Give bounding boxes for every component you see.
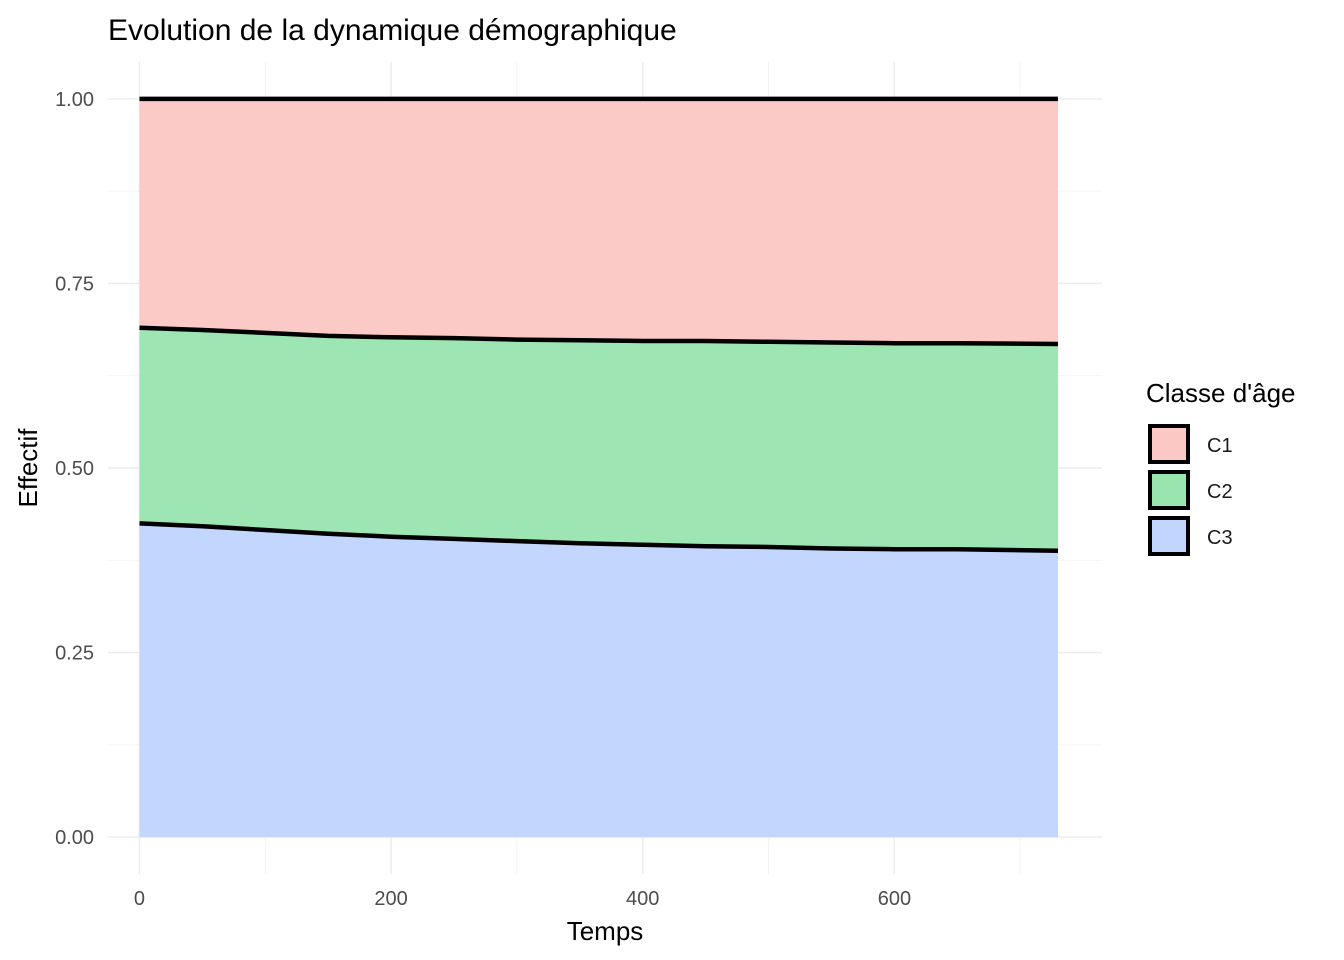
legend: Classe d'âge C1 C2 C3 (1146, 378, 1296, 556)
y-tick-label: 0.25 (55, 643, 94, 665)
legend-key-c3 (1148, 516, 1190, 556)
area-c1 (139, 98, 1058, 345)
legend-title: Classe d'âge (1146, 378, 1296, 408)
x-tick-label: 400 (626, 888, 659, 910)
y-tick-label: 0.50 (55, 458, 94, 480)
x-tick-label: 200 (374, 888, 407, 910)
y-tick-label: 0.75 (55, 273, 94, 295)
legend-key-c1 (1148, 424, 1190, 464)
line-c2 (139, 325, 1059, 347)
legend-label-c1: C1 (1207, 435, 1233, 457)
y-tick-label: 1.00 (55, 89, 94, 111)
legend-label-c3: C3 (1207, 527, 1233, 549)
area-c3 (139, 523, 1058, 838)
y-tick-label: 0.00 (55, 827, 94, 849)
x-tick-label: 0 (134, 888, 145, 910)
area-c2 (139, 327, 1058, 551)
x-axis-ticks: 0 200 400 600 (134, 888, 911, 910)
legend-label-c2: C2 (1207, 481, 1233, 503)
chart-title: Evolution de la dynamique démographique (108, 14, 677, 47)
areas (139, 98, 1058, 838)
y-axis-title: Effectif (13, 428, 43, 508)
legend-key-c2 (1148, 470, 1190, 510)
line-c3 (139, 521, 1059, 553)
x-tick-label: 600 (878, 888, 911, 910)
boundary-lines (139, 96, 1059, 553)
x-axis-title: Temps (567, 916, 644, 946)
y-axis-ticks: 0.00 0.25 0.50 0.75 1.00 (55, 89, 94, 849)
